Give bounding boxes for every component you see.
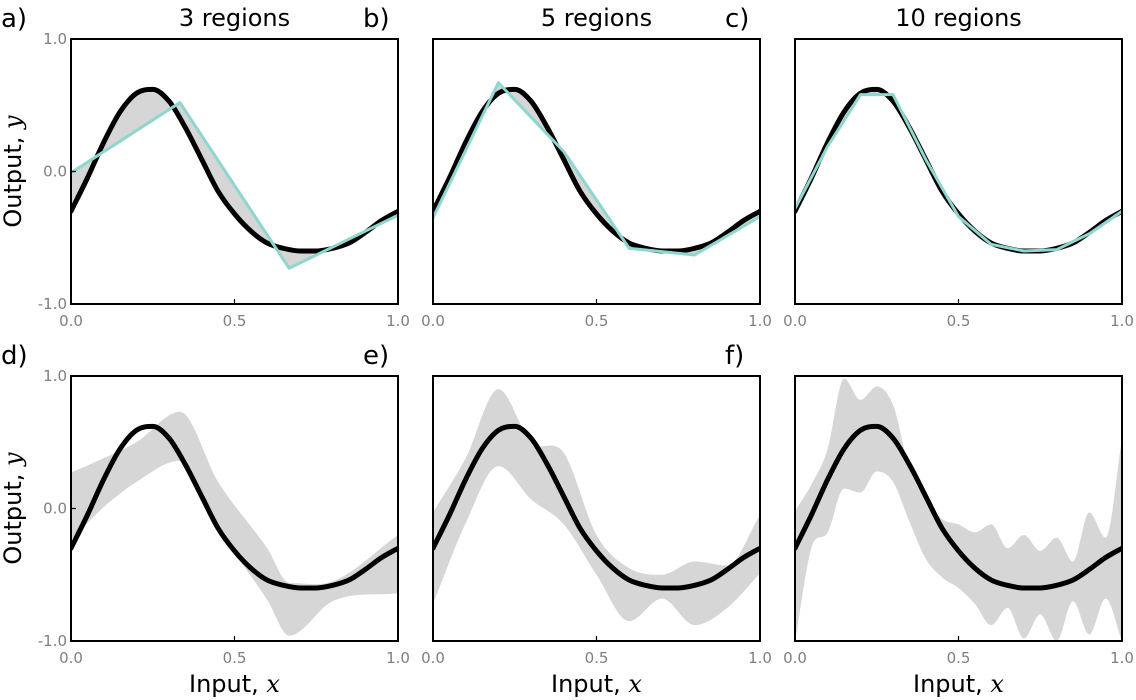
x-tick-label: 0.5 <box>223 649 247 667</box>
y-axis-label: Output, y <box>0 452 27 565</box>
spread-band <box>71 411 398 636</box>
true-function-line <box>795 86 1122 254</box>
panel-label: a) <box>1 4 27 34</box>
x-tick-label: 1.0 <box>748 312 772 330</box>
panel-f: 0.0 0.5 1.0 f) Input, x <box>725 341 1134 698</box>
true-function-line <box>795 423 1122 591</box>
y-tick-label: -1.0 <box>38 632 67 650</box>
x-tick-label: 0.0 <box>421 312 445 330</box>
x-tick-label: 0.0 <box>783 312 807 330</box>
plot-area <box>795 86 1122 254</box>
plot-area <box>433 389 760 626</box>
x-tick-label: 1.0 <box>1110 649 1134 667</box>
true-function-line <box>71 86 398 254</box>
plot-area <box>795 378 1122 641</box>
axes-frame <box>794 38 1123 305</box>
y-tick-label: 1.0 <box>43 367 67 385</box>
panel-title: 5 regions <box>541 4 652 32</box>
panel-b: 0.0 0.5 1.0 b) 5 regions <box>363 4 772 330</box>
x-tick-label: 0.0 <box>421 649 445 667</box>
panel-label: c) <box>725 4 749 34</box>
panel-label: f) <box>725 341 744 371</box>
y-tick-label: 1.0 <box>43 30 67 48</box>
x-tick-label: 0.5 <box>585 312 609 330</box>
x-axis-label: Input, x <box>551 670 642 698</box>
axes-frame <box>70 38 399 305</box>
panel-label: d) <box>1 341 28 371</box>
x-tick-label: 0.5 <box>947 312 971 330</box>
plot-area <box>433 81 760 257</box>
x-tick-label: 1.0 <box>1110 312 1134 330</box>
plot-area <box>71 86 398 270</box>
plot-area <box>71 411 398 636</box>
x-axis-label: Input, x <box>913 670 1004 698</box>
x-tick-label: 0.0 <box>59 312 83 330</box>
spread-band <box>795 378 1122 641</box>
spread-band <box>433 389 760 626</box>
panel-e: 0.0 0.5 1.0 e) Input, x <box>363 341 772 698</box>
fitted-line <box>433 81 760 257</box>
x-tick-label: 1.0 <box>748 649 772 667</box>
axes-frame <box>432 38 761 305</box>
true-function-line <box>433 423 760 591</box>
panel-label: b) <box>363 4 390 34</box>
x-tick-label: 0.5 <box>585 649 609 667</box>
panel-label: e) <box>363 341 389 371</box>
y-axis-label: Output, y <box>0 115 27 228</box>
panel-c: 0.0 0.5 1.0 c) 10 regions <box>725 4 1134 330</box>
fitted-line <box>795 93 1122 253</box>
true-function-line <box>71 423 398 591</box>
x-tick-label: 0.0 <box>59 649 83 667</box>
panel-title: 3 regions <box>179 4 290 32</box>
x-tick-label: 1.0 <box>386 312 410 330</box>
panel-title: 10 regions <box>895 4 1022 32</box>
fitted-line <box>71 101 398 270</box>
x-axis-label: Input, x <box>189 670 280 698</box>
y-tick-label: -1.0 <box>38 295 67 313</box>
x-tick-label: 0.0 <box>783 649 807 667</box>
x-tick-label: 1.0 <box>386 649 410 667</box>
x-tick-label: 0.5 <box>947 649 971 667</box>
y-tick-label: 0.0 <box>43 163 67 181</box>
x-tick-label: 0.5 <box>223 312 247 330</box>
y-tick-label: 0.0 <box>43 500 67 518</box>
